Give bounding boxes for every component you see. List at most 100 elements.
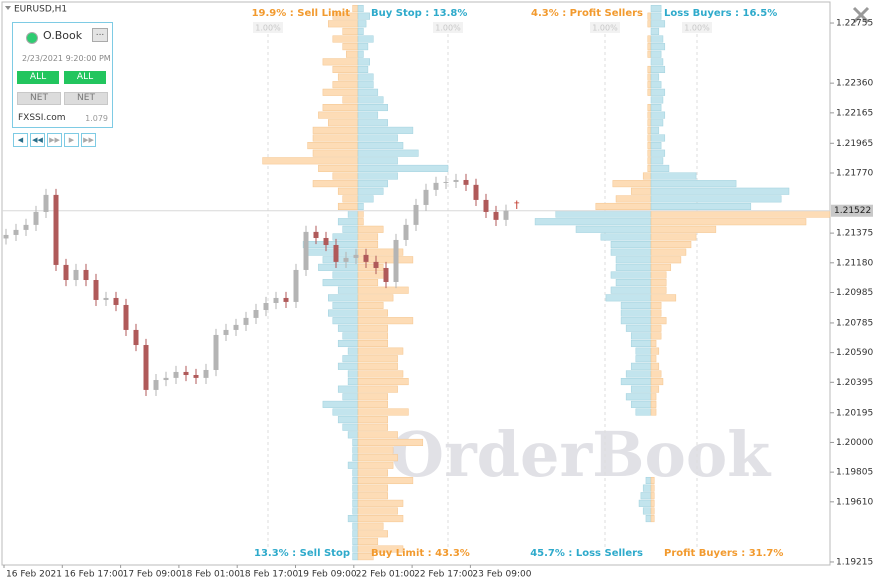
candle-body (23, 224, 29, 230)
book-bar (645, 476, 652, 485)
x-tick-label: 17 Feb 09:00 (123, 570, 182, 580)
book-bar (357, 172, 398, 180)
book-bar (342, 27, 359, 35)
book-bar (650, 362, 660, 370)
book-bar (357, 339, 388, 348)
candle-body (363, 254, 369, 262)
book-bar (647, 126, 652, 134)
book-bar (650, 339, 657, 348)
book-bar (650, 355, 657, 363)
book-bar (650, 294, 677, 302)
book-bar (357, 218, 364, 226)
nav-button[interactable]: ◀◀ (30, 133, 45, 147)
book-bar (642, 484, 652, 492)
book-bar (650, 142, 662, 150)
book-bar (337, 416, 359, 424)
book-bar (650, 50, 662, 58)
menu-button[interactable]: ... (92, 28, 108, 42)
book-bar (650, 65, 666, 73)
book-bar (357, 499, 404, 507)
book-bar (610, 241, 652, 249)
candle-body (263, 302, 269, 310)
book-bar (620, 378, 652, 386)
book-bar (312, 149, 359, 157)
book-bar (318, 164, 359, 172)
book-bar (357, 157, 398, 165)
book-bar (650, 12, 662, 20)
book-bar (357, 324, 388, 332)
book-bar (332, 233, 359, 241)
book-bar (630, 332, 652, 340)
book-bar (342, 195, 359, 203)
all-button[interactable]: ALL (64, 71, 106, 84)
book-bar (337, 73, 359, 81)
book-bar (647, 149, 652, 157)
candle-body (393, 239, 399, 282)
book-bar (650, 507, 655, 515)
nav-button[interactable]: ◀ (13, 133, 28, 147)
book-bar (337, 362, 359, 370)
y-tick-label: 1.20590 (836, 348, 873, 358)
book-bar (647, 43, 652, 51)
book-bar (357, 279, 379, 287)
nav-button[interactable]: ▶▶ (81, 133, 96, 147)
book-bar (357, 362, 398, 370)
book-bar (650, 20, 666, 28)
candle-body (413, 204, 419, 225)
book-bar (357, 134, 398, 142)
book-bar (642, 507, 652, 515)
nav-button[interactable]: ▶▶ (47, 133, 62, 147)
candle-body (143, 345, 149, 390)
book-bar (332, 35, 359, 43)
book-bar (647, 73, 652, 81)
book-bar (615, 195, 652, 203)
book-bar (357, 530, 388, 538)
book-bar (650, 149, 666, 157)
book-bar (332, 408, 359, 416)
candle-body (273, 297, 279, 303)
book-bar (352, 484, 359, 492)
candle-body (153, 380, 159, 390)
book-bar (352, 499, 359, 507)
book-bar (337, 286, 359, 294)
y-tick-label: 1.22755 (836, 19, 873, 29)
book-bar (357, 88, 379, 96)
book-bar (347, 515, 359, 523)
book-bar (650, 347, 660, 355)
book-bar (620, 301, 652, 309)
book-bar (352, 469, 359, 477)
book-bar (322, 103, 359, 112)
candle-body (403, 224, 409, 240)
book-bar (332, 65, 359, 73)
x-tick-label: 23 Feb 09:00 (472, 570, 531, 580)
book-bar (357, 492, 388, 500)
net-button[interactable]: NET (64, 92, 108, 105)
net-button[interactable]: NET (17, 92, 61, 105)
nav-button[interactable]: ▶ (64, 133, 79, 147)
book-bar (647, 142, 652, 150)
book-bar (650, 233, 697, 241)
candle-body (33, 211, 39, 225)
candle-body (283, 297, 289, 302)
x-tick-label: 18 Feb 01:00 (181, 570, 240, 580)
book-bar (615, 279, 652, 287)
close-icon[interactable] (852, 6, 870, 24)
book-bar (342, 225, 359, 233)
x-tick-label: 16 Feb 2021 (6, 570, 62, 580)
book-bar (357, 522, 384, 530)
book-bar (346, 50, 359, 58)
book-bar (342, 355, 359, 363)
y-tick-label: 1.22165 (836, 108, 873, 118)
book-bar (342, 423, 359, 431)
candle-body (463, 179, 469, 185)
book-bar (650, 210, 831, 218)
all-button[interactable]: ALL (17, 71, 59, 84)
candle-body (423, 189, 429, 205)
percent-label: 1.00% (684, 24, 710, 33)
book-bar (357, 294, 394, 302)
y-tick-label: 1.19805 (836, 468, 873, 478)
book-bar (555, 210, 652, 218)
book-bar (322, 256, 359, 264)
book-bar (650, 241, 692, 249)
book-bar (575, 225, 652, 233)
